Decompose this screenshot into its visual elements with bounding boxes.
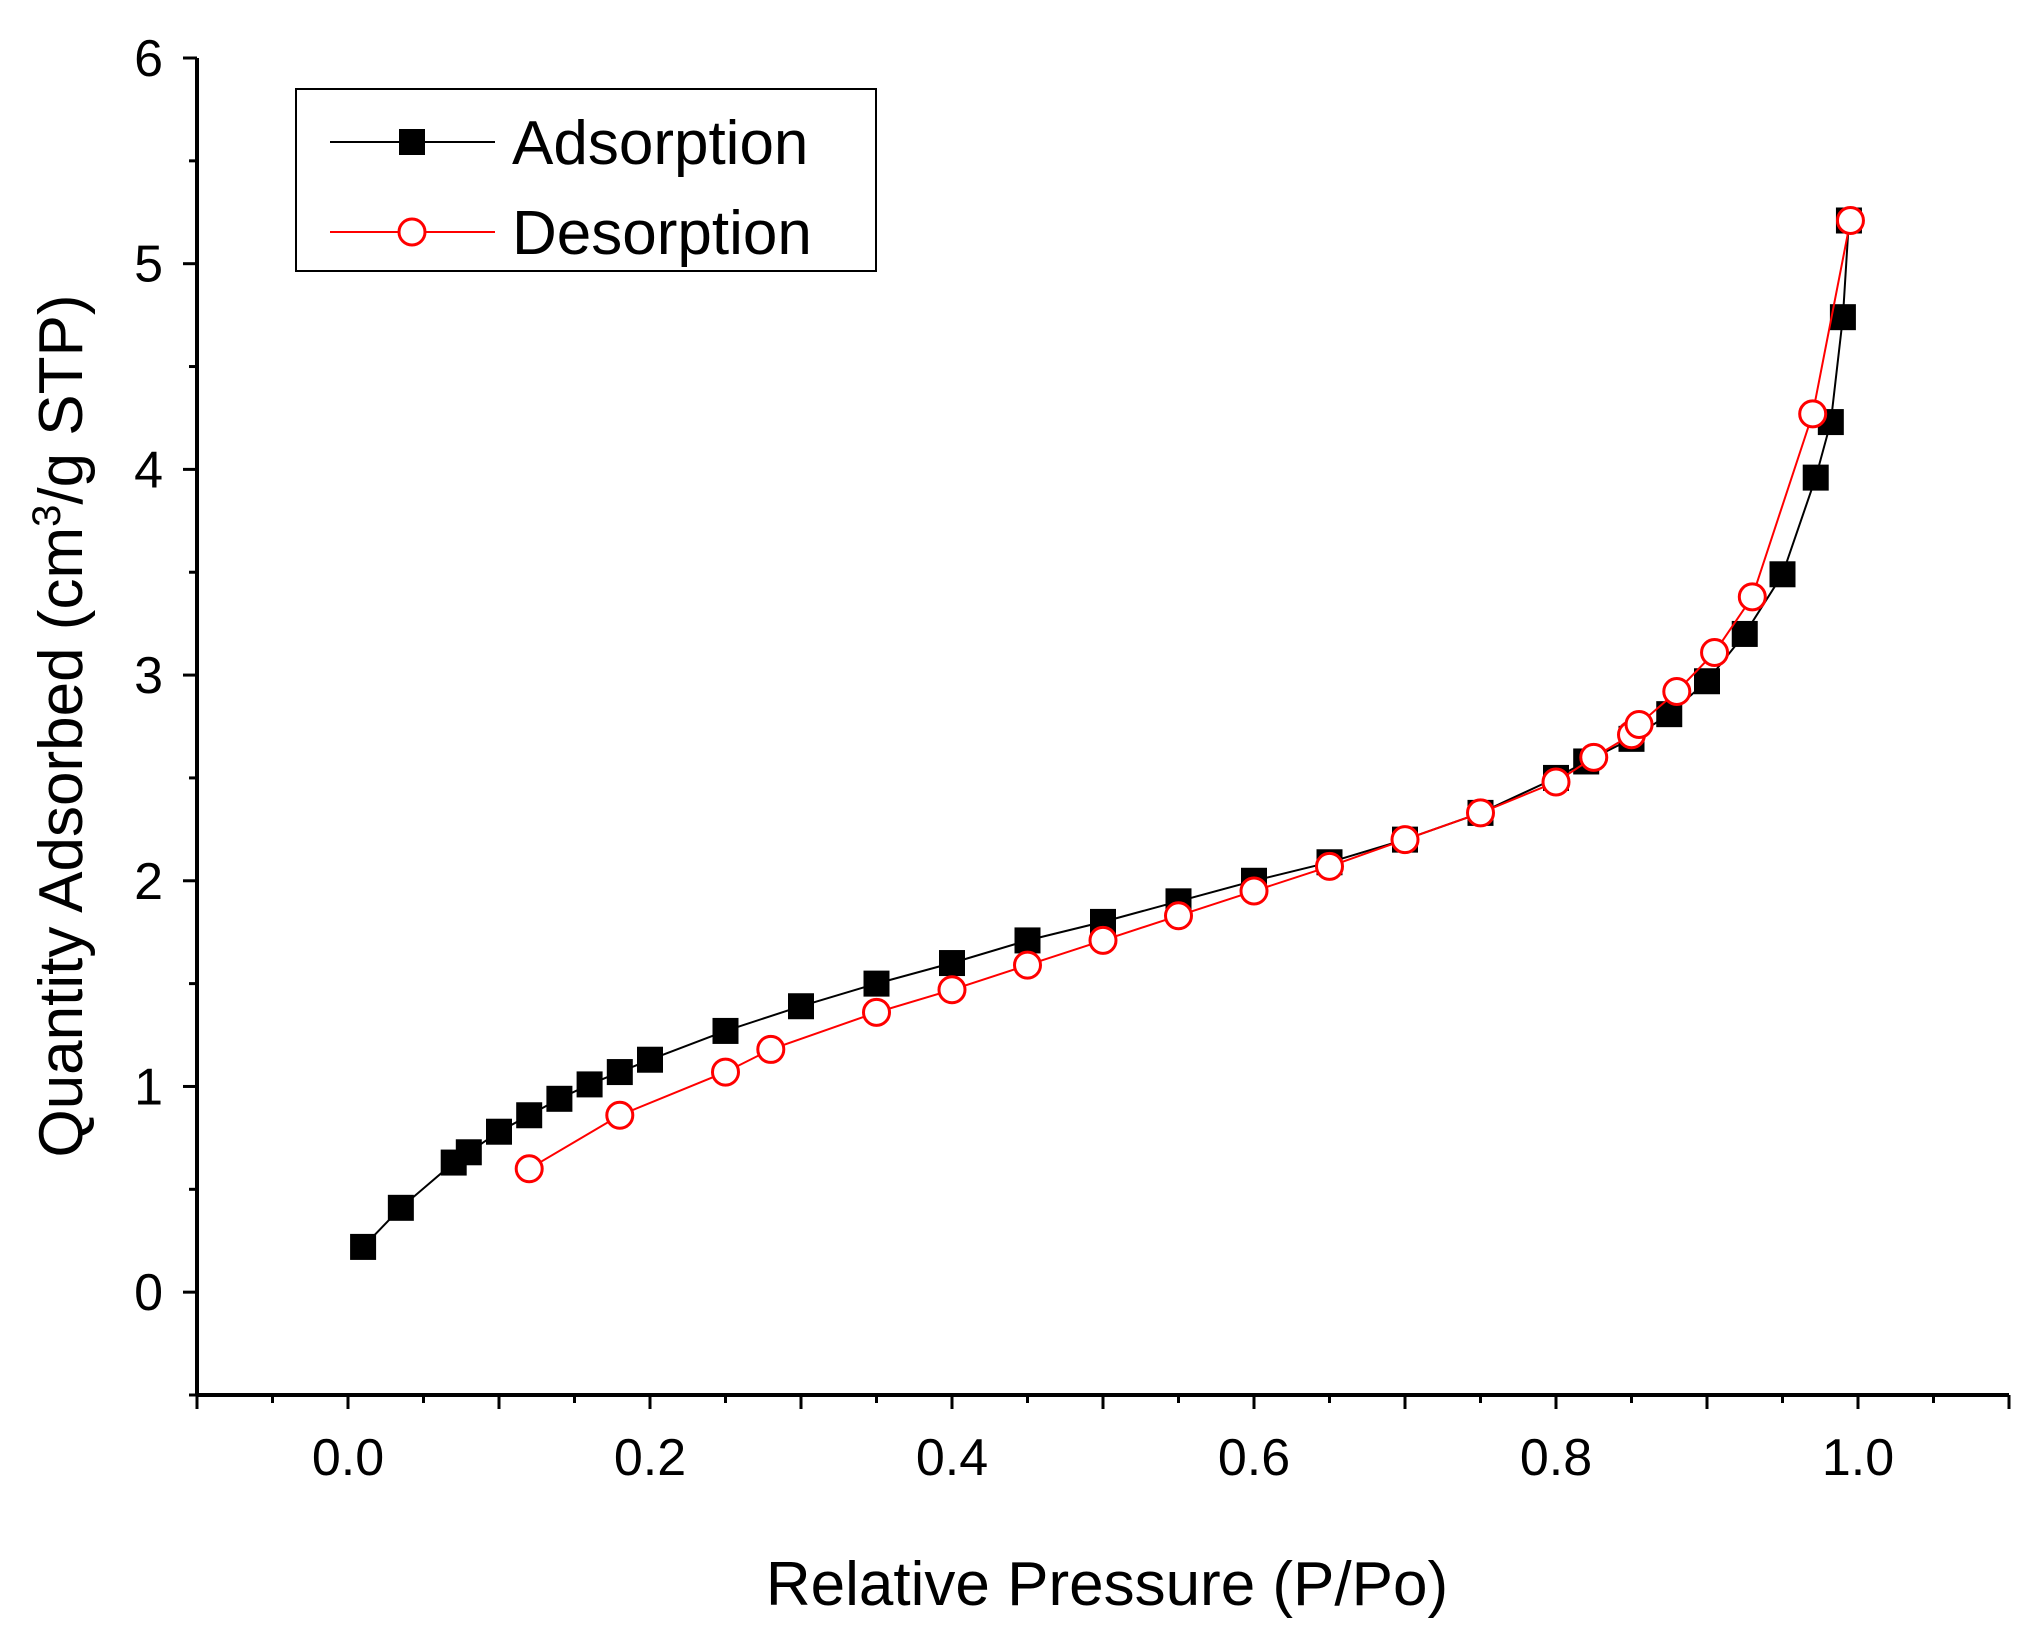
y-tick-label: 6 (134, 30, 163, 88)
adsorption-point (350, 1233, 377, 1260)
desorption-point (862, 997, 891, 1027)
legend: Adsorption Desorption (295, 88, 877, 272)
legend-box (295, 88, 877, 272)
y-tick-label: 4 (134, 441, 163, 499)
desorption-point (756, 1034, 786, 1064)
desorption-point (514, 1154, 544, 1184)
x-tick-label: 0.2 (614, 1429, 686, 1487)
desorption-line (528, 220, 1852, 1170)
adsorption-point (788, 993, 814, 1020)
adsorption-point (486, 1118, 512, 1145)
desorption-point (605, 1100, 635, 1130)
adsorption-point (516, 1102, 543, 1129)
x-axis-title: Relative Pressure (P/Po) (766, 1550, 1448, 1619)
desorption-point (1390, 825, 1420, 855)
desorption-point (1541, 767, 1571, 797)
y-axis-title-main: Quantity Adsorbed (cm (27, 527, 96, 1158)
desorption-point (1835, 205, 1865, 235)
y-tick-label: 0 (134, 1264, 163, 1322)
desorption-point (1662, 677, 1692, 707)
desorption-point (1013, 950, 1042, 980)
adsorption-point (387, 1194, 414, 1221)
desorption-point (1466, 798, 1495, 828)
adsorption-point (712, 1017, 739, 1044)
y-tick-label: 5 (134, 236, 163, 294)
y-axis-title-superscript: 3 (25, 505, 69, 527)
desorption-point (1737, 582, 1767, 612)
legend-adsorption-label: Adsorption (512, 109, 808, 178)
x-tick-label: 0.4 (916, 1429, 988, 1487)
desorption-point (1798, 399, 1828, 429)
desorption-point (711, 1057, 740, 1087)
desorption-point (1700, 637, 1730, 667)
y-tick-label: 2 (134, 853, 163, 911)
x-tick-label: 0.8 (1520, 1429, 1592, 1487)
x-tick-label: 0.0 (312, 1429, 384, 1487)
adsorption-point (455, 1139, 482, 1166)
series-layer (350, 205, 1865, 1260)
x-axis-ticks: 0.0 0.2 0.4 0.6 0.8 1.0 (195, 1395, 2011, 1487)
desorption-point (1624, 709, 1654, 739)
legend-adsorption-marker-icon (399, 129, 425, 155)
y-axis-title: Quantity Adsorbed (cm3/g STP) (25, 294, 96, 1157)
y-axis-ticks: 0 1 2 3 4 5 6 (134, 30, 197, 1397)
adsorption-point (576, 1071, 603, 1098)
adsorption-point (863, 970, 890, 997)
adsorption-point (1769, 561, 1796, 588)
adsorption-point (939, 950, 965, 977)
y-tick-label: 1 (134, 1058, 163, 1116)
legend-desorption-marker-icon (397, 217, 427, 247)
desorption-point (1579, 742, 1609, 772)
adsorption-point (1694, 668, 1720, 695)
y-tick-label: 3 (134, 647, 163, 705)
series-desorption (514, 205, 1865, 1184)
x-tick-label: 1.0 (1822, 1429, 1894, 1487)
desorption-point (1088, 925, 1118, 955)
adsorption-point (546, 1085, 573, 1112)
adsorption-point (637, 1046, 663, 1073)
desorption-point (1239, 876, 1269, 906)
adsorption-point (1731, 620, 1758, 647)
y-axis-title-unit: /g STP) (27, 294, 96, 504)
desorption-point (1164, 901, 1193, 931)
x-tick-label: 0.6 (1218, 1429, 1290, 1487)
legend-desorption-label: Desorption (512, 199, 812, 268)
desorption-point (937, 975, 967, 1005)
adsorption-point (606, 1059, 633, 1086)
adsorption-point (1014, 927, 1041, 954)
desorption-point (1315, 851, 1344, 881)
adsorption-point (1802, 464, 1829, 491)
